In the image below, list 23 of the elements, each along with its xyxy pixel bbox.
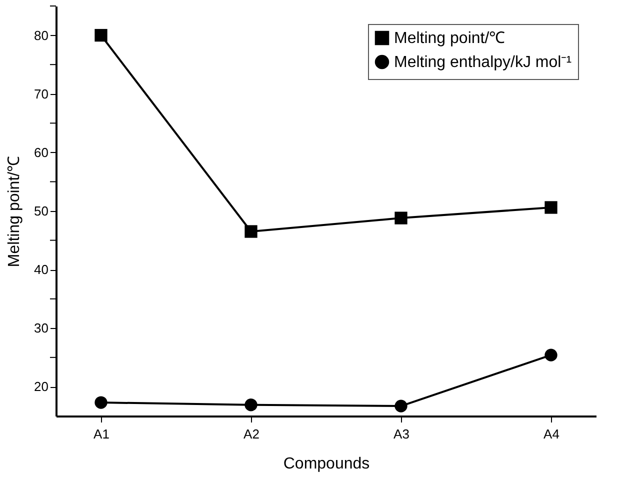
- x-axis-title: Compounds: [283, 456, 370, 472]
- y-tick-label: 20: [34, 379, 48, 394]
- y-tick-label: 70: [34, 86, 48, 102]
- point: [244, 398, 258, 412]
- y-tick-label: 30: [34, 320, 48, 336]
- point: [394, 400, 408, 412]
- point: [94, 28, 108, 42]
- point: [544, 201, 558, 214]
- y-tick-label: 50: [34, 204, 48, 218]
- legend-label: Melting point/℃: [394, 30, 506, 47]
- x-tick-label: A4: [544, 426, 560, 442]
- x-tick-label: A3: [394, 426, 410, 442]
- point: [244, 225, 258, 238]
- x-tick-label: A2: [244, 426, 260, 442]
- y-tick-label: 60: [34, 144, 48, 160]
- y-tick-label: 80: [34, 28, 48, 43]
- point: [394, 212, 408, 224]
- legend-label: Melting enthalpy/kJ mol⁻¹: [394, 54, 572, 71]
- point: [544, 348, 558, 362]
- y-tick-label: 40: [34, 262, 48, 278]
- point: [94, 396, 108, 409]
- x-tick-label: A1: [94, 426, 110, 442]
- y-axis-title: Melting point/℃: [6, 156, 24, 268]
